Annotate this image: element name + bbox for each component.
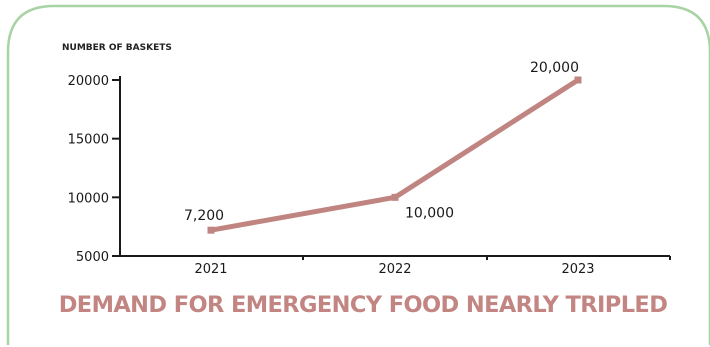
y-tick-label: 5000 — [76, 250, 109, 265]
y-tick-label: 20000 — [68, 74, 109, 89]
data-point — [391, 193, 399, 201]
data-labels: 7,200 10,000 20,000 — [184, 60, 579, 224]
x-tick-label: 2023 — [561, 262, 594, 277]
data-point — [574, 76, 582, 84]
tick-labels: 5000 10000 15000 20000 2021 2022 2023 — [68, 74, 595, 277]
axes — [112, 76, 671, 260]
data-label: 20,000 — [530, 60, 579, 76]
x-tick-label: 2021 — [194, 262, 227, 277]
x-tick-label: 2022 — [378, 262, 411, 277]
data-label: 10,000 — [405, 205, 454, 221]
y-tick-label: 15000 — [68, 133, 109, 148]
card-frame — [6, 4, 710, 345]
data-point — [207, 226, 215, 234]
y-axis-label: NUMBER OF BASKETS — [62, 43, 172, 53]
data-label: 7,200 — [184, 208, 224, 224]
chart-title: DEMAND FOR EMERGENCY FOOD NEARLY TRIPLED — [58, 292, 668, 318]
y-tick-label: 10000 — [68, 191, 109, 206]
series-line — [210, 77, 580, 233]
series — [207, 76, 582, 234]
